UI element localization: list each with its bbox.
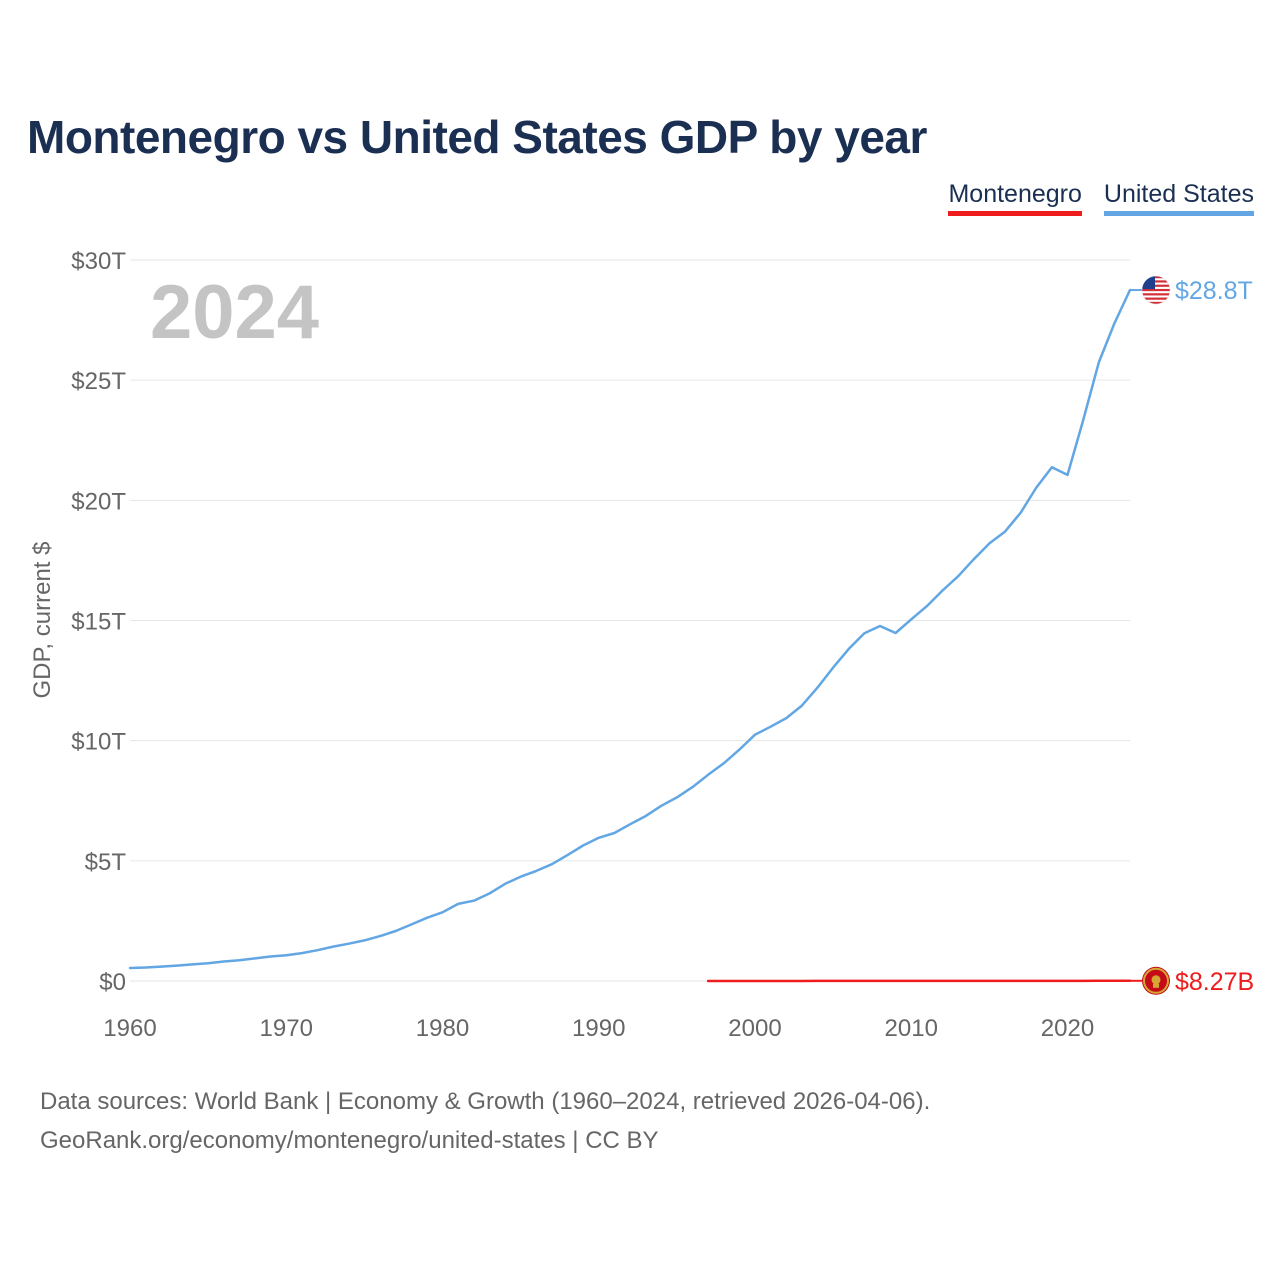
y-tick-label: $10T [71,729,126,756]
gdp-line-chart: 2024 $0$5T$10T$15T$20T$25T$30T 1960 1970 1… [29,248,1254,1042]
chart-title: Montenegro vs United States GDP by year [27,111,927,163]
series-line-united-states[interactable] [128,288,1132,970]
x-axis-ticks: 1960 1970 1980 1990 2000 2010 2020 [103,1015,1094,1042]
x-tick-label: 2020 [1041,1015,1094,1042]
y-tick-label: $30T [71,248,126,275]
footer: Data sources: World Bank | Economy & Gro… [40,1082,930,1160]
y-axis-label: GDP, current $ [29,542,56,699]
x-tick-label: 1980 [416,1015,469,1042]
grid-lines [130,259,1130,982]
x-tick-label: 2000 [728,1015,781,1042]
source-link[interactable]: GeoRank.org/economy/montenegro/united-st… [40,1127,659,1154]
series-end-value-label: $8.27B [1175,968,1254,996]
y-tick-label: $0 [99,969,126,996]
series-end-markers: $28.8T $8.27B [1130,275,1254,996]
x-tick-label: 1970 [260,1015,313,1042]
y-axis-ticks: $0 $5T $10T $15T $20T $25T $30T [71,248,126,996]
y-tick-label: $15T [71,609,126,636]
y-tick-label: $20T [71,488,126,515]
x-tick-label: 1960 [103,1015,156,1042]
x-tick-label: 2010 [885,1015,938,1042]
series-lines [128,288,1132,983]
year-watermark: 2024 [150,270,319,355]
montenegro-flag-icon [1142,966,1170,995]
y-tick-label: $25T [71,368,126,395]
legend-item-united-states[interactable]: United States [1103,180,1254,216]
legend: Montenegro United States [948,180,1254,216]
data-source-note: Data sources: World Bank | Economy & Gro… [40,1088,931,1115]
us-flag-icon [1141,275,1171,305]
series-end-value-label: $28.8T [1175,277,1253,305]
legend-item-montenegro[interactable]: Montenegro [948,180,1082,216]
x-tick-label: 1990 [572,1015,625,1042]
y-tick-label: $5T [85,849,127,876]
